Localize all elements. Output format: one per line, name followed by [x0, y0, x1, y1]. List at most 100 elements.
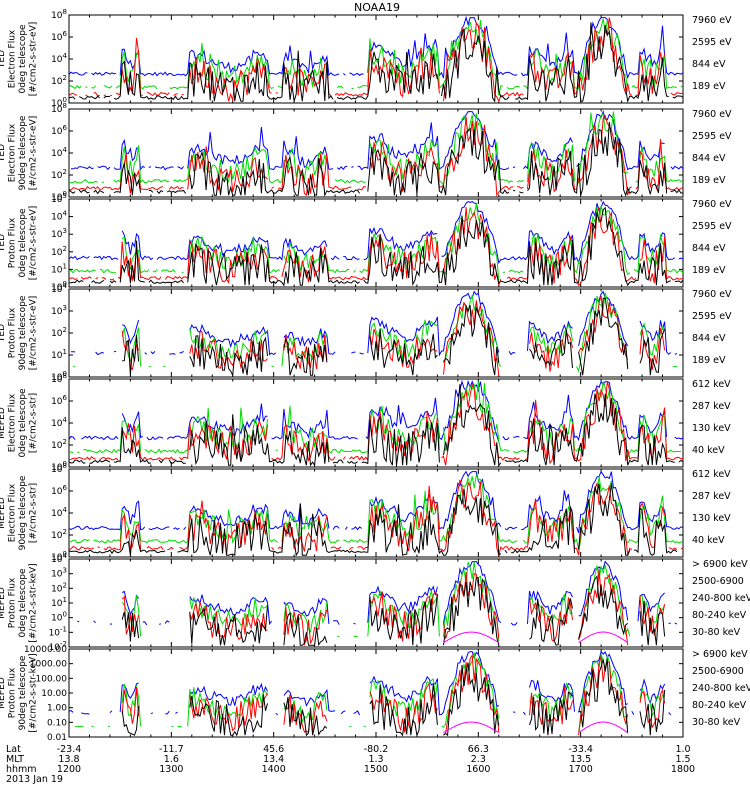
y-tick-label: 10000.00: [24, 645, 67, 655]
y-axis-label-line: 0deg telescope: [18, 568, 28, 638]
y-tick-label: 0.01: [47, 733, 67, 743]
legend-green: 130 keV: [692, 423, 731, 434]
y-axis-label-line: TED: [0, 144, 7, 163]
legend-red: 2595 eV: [692, 221, 732, 232]
y-tick-label: 104: [51, 506, 67, 519]
legend-black: 7960 eV: [692, 109, 732, 120]
y-axis-label-line: 90deg telescope: [18, 475, 28, 550]
panel-8: 10000.00 1000.00 100.00 10.00 1.00 0.10 0.01 ME…: [0, 645, 750, 743]
series-blue-trace: [68, 200, 684, 265]
y-axis-label-line: Electron Flux: [8, 123, 18, 182]
footer-mlt: 13.4: [263, 754, 284, 765]
legend-blue: 30-80 keV: [692, 627, 741, 638]
y-tick-label: 102: [51, 528, 67, 541]
y-tick-label: 101: [51, 348, 67, 361]
footer-row-label-mlt: MLT: [6, 754, 24, 765]
y-tick-exponent: 1: [63, 348, 67, 356]
y-tick-exponent: 3: [63, 227, 67, 235]
legend-red: 2595 eV: [692, 37, 732, 48]
footer-lat: -80.2: [364, 744, 389, 755]
legend-green: 80-240 keV: [692, 700, 747, 711]
legend-magenta: > 6900 keV: [692, 649, 748, 660]
y-axis-label-line: Proton Flux: [8, 217, 18, 268]
y-tick-exponent: 0: [63, 550, 67, 558]
y-axis-label-line: [#/cm2-s-str-eV]: [29, 296, 39, 371]
legend-blue: 40 keV: [692, 535, 725, 546]
y-tick-label: 104: [51, 146, 67, 159]
y-tick-label: 102: [51, 245, 67, 258]
y-tick-label: 10-1: [49, 625, 67, 638]
y-tick-exponent: 8: [63, 102, 67, 110]
y-axis-label: MEPED Proton Flux 0deg telescope [#/cm2-s-s…: [0, 563, 39, 642]
y-tick-label: 102: [51, 438, 67, 451]
legend-blue: 189 eV: [692, 175, 726, 186]
y-tick-exponent: 8: [63, 372, 67, 380]
y-tick-label: 106: [51, 124, 67, 137]
series-magenta-trace: [443, 721, 628, 734]
y-tick-exponent: 2: [63, 326, 67, 334]
footer-time: 1700: [569, 764, 593, 775]
footer-lat: 45.6: [263, 744, 284, 755]
series-red-trace: [68, 17, 684, 103]
legend-black: 612 keV: [692, 469, 731, 480]
y-tick-exponent: 0: [63, 190, 67, 198]
series-green-trace: [68, 111, 684, 186]
legend-green: 844 eV: [692, 153, 726, 164]
y-tick-label: 100: [51, 611, 67, 624]
legend-black: 2500-6900: [692, 576, 744, 587]
y-axis-label-line: [#/cm2-s-str-keV]: [29, 653, 39, 732]
legend-red: 2595 eV: [692, 311, 732, 322]
series-red-trace: [121, 568, 666, 647]
footer-mlt: 1.5: [675, 754, 690, 765]
y-tick-exponent: 2: [63, 74, 67, 82]
y-axis-label-line: [#/cm2-s-str]: [29, 483, 39, 543]
series-black-trace: [121, 658, 666, 737]
footer-mlt: 1.6: [164, 754, 179, 765]
panel-7-frame: [68, 558, 684, 648]
y-tick-exponent: 8: [63, 462, 67, 470]
y-tick-label: 106: [51, 484, 67, 497]
y-axis-label-line: TED: [0, 234, 7, 253]
series-red-trace: [68, 207, 684, 287]
y-tick-exponent: 4: [63, 552, 68, 560]
series-blue-trace: [68, 470, 684, 533]
y-tick-label: 102: [51, 74, 67, 87]
legend-black: 612 keV: [692, 379, 731, 390]
y-axis-label-line: [#/cm2-s-str-eV]: [29, 116, 39, 191]
y-axis-label: MEPED Electron Flux 0deg telescope [#/cm2-s…: [0, 388, 39, 458]
series-black-trace: [68, 22, 684, 104]
legend-red: 287 keV: [692, 491, 731, 502]
y-axis-label-line: 90deg telescope: [18, 655, 28, 730]
footer-lat: 1.0: [675, 744, 690, 755]
series-black-trace: [68, 384, 684, 467]
y-tick-exponent: 0: [63, 370, 67, 378]
panel-3-frame: [68, 198, 684, 288]
y-tick-label: 1000.00: [30, 660, 67, 670]
y-tick-exponent: 4: [63, 506, 68, 514]
y-tick-exponent: 5: [63, 192, 67, 200]
y-axis-label: TED Electron Flux 0deg telescope [#/cm2-s-s…: [0, 22, 39, 97]
footer-time: 1200: [57, 764, 81, 775]
y-tick-label: 101: [51, 262, 67, 275]
y-axis-label: TED Proton Flux 0deg telescope [#/cm2-s-str…: [0, 206, 39, 281]
y-axis-label-line: MEPED: [0, 677, 7, 709]
legend-blue: 189 eV: [692, 265, 726, 276]
footer: LatMLThhmm-23.413.81200-11.71.6130045.61…: [6, 744, 695, 785]
footer-mlt: 1.3: [368, 754, 383, 765]
y-tick-label: 102: [51, 326, 67, 339]
y-tick-label: 102: [51, 581, 67, 594]
footer-lat: -11.7: [159, 744, 184, 755]
legend-red: 287 keV: [692, 401, 731, 412]
y-tick-exponent: 4: [63, 416, 68, 424]
y-axis-label-line: Proton Flux: [8, 577, 18, 628]
panel-6-frame: [68, 468, 684, 558]
y-tick-label: 10.00: [41, 689, 67, 699]
y-tick-exponent: 2: [63, 245, 67, 253]
y-axis-label: TED Electron Flux 90deg telescope [#/cm2-s-…: [0, 115, 39, 190]
legend-blue: 189 eV: [692, 81, 726, 92]
